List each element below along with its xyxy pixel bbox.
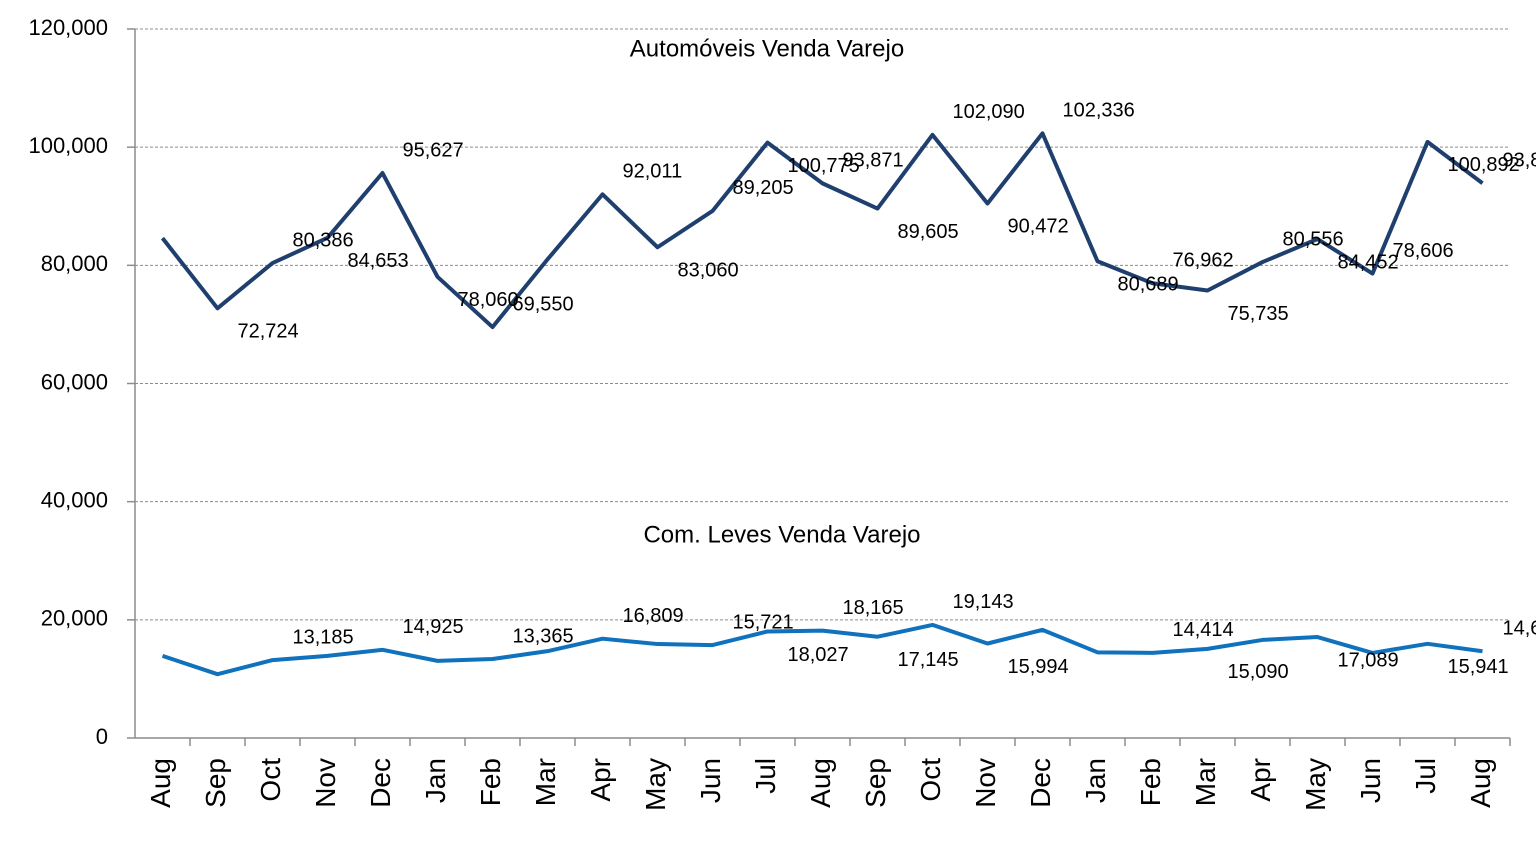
data-label: 83,060 <box>678 260 739 282</box>
x-tick-label: Apr <box>585 758 616 802</box>
data-label: 102,336 <box>1063 100 1135 122</box>
x-tick-label: Jul <box>1410 758 1441 794</box>
y-tick-label: 60,000 <box>41 369 108 394</box>
data-label: 100,892 <box>1448 154 1520 176</box>
data-label: 84,452 <box>1338 251 1399 273</box>
data-label: 14,925 <box>403 616 464 638</box>
x-tick-label: Oct <box>915 758 946 802</box>
x-tick-label: Feb <box>1135 758 1166 806</box>
x-tick-label: Aug <box>145 758 176 808</box>
series-line <box>161 622 1483 677</box>
series-label: Automóveis Venda Varejo <box>630 35 904 62</box>
data-label: 93,871 <box>843 150 904 172</box>
data-label: 84,653 <box>348 250 409 272</box>
data-label: 93,893 <box>1503 150 1536 172</box>
x-tick-label: Aug <box>1465 758 1496 808</box>
data-label: 13,365 <box>513 625 574 647</box>
data-label: 18,027 <box>788 644 849 666</box>
data-label: 95,627 <box>403 139 464 161</box>
data-label: 75,735 <box>1228 303 1289 325</box>
data-label: 76,962 <box>1173 250 1234 272</box>
data-label: 19,143 <box>953 591 1014 613</box>
data-label: 72,724 <box>238 321 299 343</box>
data-label: 100,775 <box>788 155 860 177</box>
data-label: 15,090 <box>1228 661 1289 683</box>
x-tick-label: May <box>1300 758 1331 811</box>
x-tick-label: Jun <box>1355 758 1386 803</box>
data-label: 89,205 <box>733 177 794 199</box>
data-label: 14,414 <box>1173 619 1234 641</box>
data-label: 13,185 <box>293 626 354 648</box>
data-label: 18,165 <box>843 597 904 619</box>
x-tick-label: Mar <box>530 758 561 806</box>
data-label: 17,089 <box>1338 649 1399 671</box>
data-label: 16,809 <box>623 605 684 627</box>
x-tick-label: Feb <box>475 758 506 806</box>
y-tick-label: 40,000 <box>41 487 108 512</box>
data-label: 102,090 <box>953 101 1025 123</box>
x-tick-label: Dec <box>365 758 396 808</box>
x-tick-label: Mar <box>1190 758 1221 806</box>
data-label: 80,386 <box>293 229 354 251</box>
data-label: 90,472 <box>1008 216 1069 238</box>
x-tick-label: Apr <box>1245 758 1276 802</box>
data-label: 89,605 <box>898 221 959 243</box>
data-label: 80,556 <box>1283 228 1344 250</box>
series-line <box>160 131 1484 330</box>
data-label: 78,606 <box>1393 240 1454 262</box>
x-tick-label: Sep <box>200 758 231 808</box>
x-tick-label: Jan <box>420 758 451 803</box>
x-tick-label: Aug <box>805 758 836 808</box>
x-tick-label: Sep <box>860 758 891 808</box>
data-label: 69,550 <box>513 293 574 315</box>
x-tick-label: Nov <box>310 758 341 808</box>
x-tick-label: Jan <box>1080 758 1111 803</box>
x-tick-label: Nov <box>970 758 1001 808</box>
y-tick-label: 120,000 <box>28 15 108 40</box>
y-tick-label: 100,000 <box>28 133 108 158</box>
data-label: 15,994 <box>1008 656 1069 678</box>
data-label: 80,689 <box>1118 274 1179 296</box>
data-label: 14,689 <box>1503 617 1536 639</box>
data-label: 15,721 <box>733 611 794 633</box>
x-tick-label: Jul <box>750 758 781 794</box>
data-label: 17,145 <box>898 649 959 671</box>
data-label: 15,941 <box>1448 656 1509 678</box>
x-tick-label: Jun <box>695 758 726 803</box>
series-label: Com. Leves Venda Varejo <box>643 521 920 548</box>
y-tick-label: 80,000 <box>41 251 108 276</box>
x-tick-label: May <box>640 758 671 811</box>
y-tick-label: 20,000 <box>41 606 108 631</box>
y-tick-label: 0 <box>96 724 108 749</box>
data-label: 78,060 <box>458 289 519 311</box>
data-label: 92,011 <box>623 161 683 183</box>
x-tick-label: Oct <box>255 758 286 802</box>
x-tick-label: Dec <box>1025 758 1056 808</box>
